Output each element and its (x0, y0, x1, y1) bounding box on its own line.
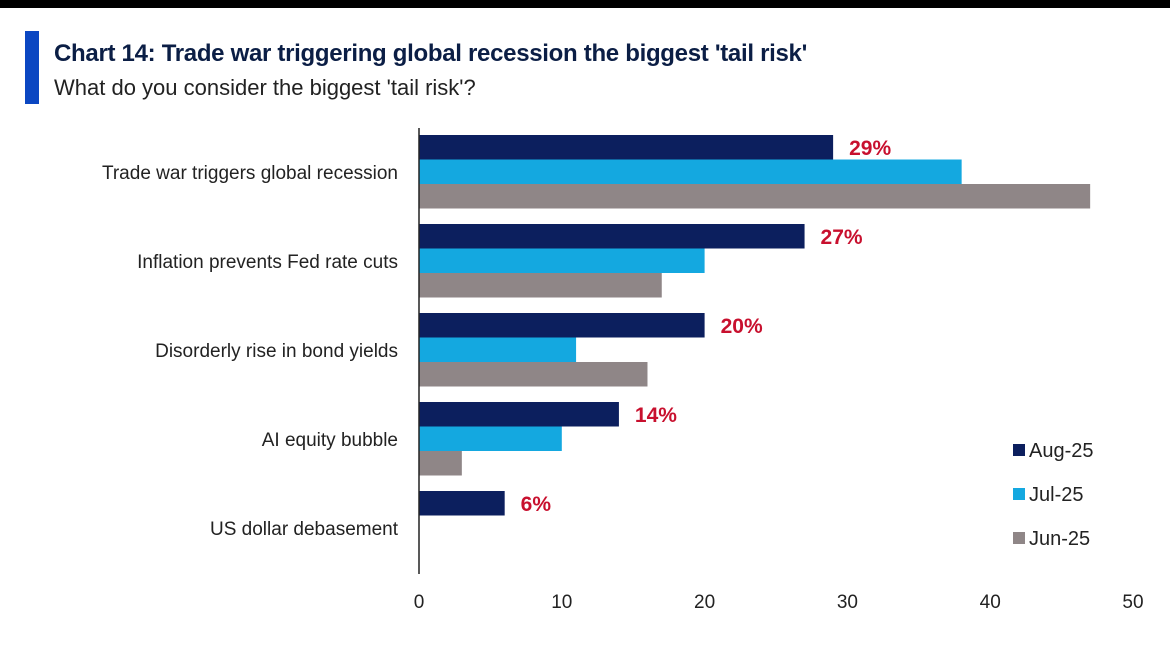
data-label: 27% (821, 226, 863, 249)
bar-jun-25 (419, 273, 662, 298)
bar-aug-25 (419, 313, 705, 338)
x-tick-label: 30 (837, 592, 858, 613)
data-label: 20% (721, 315, 763, 338)
category-label: Inflation prevents Fed rate cuts (137, 252, 398, 273)
category-label: AI equity bubble (262, 430, 398, 451)
bar-aug-25 (419, 491, 505, 516)
bar-jul-25 (419, 159, 962, 184)
x-tick-label: 0 (414, 592, 425, 613)
bar-aug-25 (419, 135, 834, 160)
legend-swatch-jul-25 (1013, 488, 1025, 500)
legend-swatch-aug-25 (1013, 444, 1025, 456)
category-label: Trade war triggers global recession (102, 163, 398, 184)
category-label: US dollar debasement (210, 519, 399, 540)
data-label: 6% (521, 493, 552, 516)
x-tick-label: 40 (980, 592, 1001, 613)
category-label: Disorderly rise in bond yields (155, 341, 398, 362)
title-accent-bar (25, 31, 39, 104)
x-tick-label: 20 (694, 592, 715, 613)
bar-jul-25 (419, 248, 705, 273)
legend-label: Jul-25 (1029, 484, 1083, 506)
data-label: 14% (635, 404, 677, 427)
legend-label: Jun-25 (1029, 528, 1090, 550)
legend-swatch-jun-25 (1013, 532, 1025, 544)
x-tick-label: 10 (551, 592, 572, 613)
bar-jul-25 (419, 337, 577, 362)
chart-subtitle: What do you consider the biggest 'tail r… (54, 75, 476, 100)
bar-jun-25 (419, 362, 648, 387)
data-label: 29% (849, 137, 891, 160)
bar-aug-25 (419, 402, 619, 427)
x-tick-label: 50 (1122, 592, 1143, 613)
bar-jun-25 (419, 451, 462, 476)
bar-jun-25 (419, 184, 1091, 209)
chart-title: Chart 14: Trade war triggering global re… (54, 40, 807, 67)
legend-label: Aug-25 (1029, 440, 1094, 462)
top-bar (0, 0, 1170, 8)
bar-jul-25 (419, 426, 562, 451)
bar-aug-25 (419, 224, 805, 249)
